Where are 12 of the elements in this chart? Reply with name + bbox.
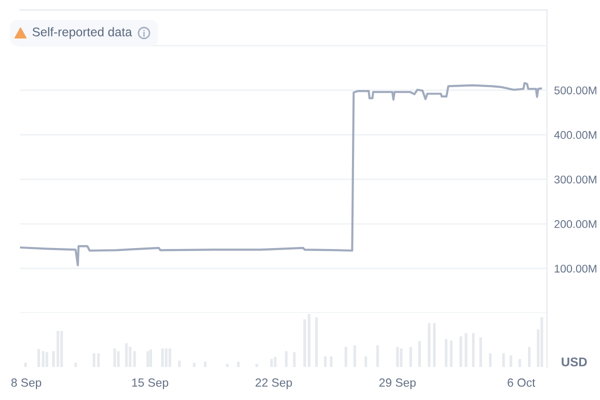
y-tick-label: 300.00M	[554, 176, 596, 184]
y-tick-label: 400.00M	[554, 131, 596, 139]
x-tick-label: 22 Sep	[256, 378, 292, 390]
y-tick-label: 100.00M	[554, 264, 596, 273]
x-tick-label: 29 Sep	[379, 378, 416, 390]
y-tick-label: 200.00M	[554, 220, 596, 228]
annotation: Self-reported data	[32, 27, 132, 39]
x-tick-label: 8 Sep	[11, 378, 42, 390]
x-tick-label: 6 Oct	[508, 378, 536, 387]
y-tick-label: 500.00M	[554, 86, 596, 94]
text: USD	[562, 358, 587, 366]
x-tick-label: 15 Sep	[132, 378, 168, 390]
